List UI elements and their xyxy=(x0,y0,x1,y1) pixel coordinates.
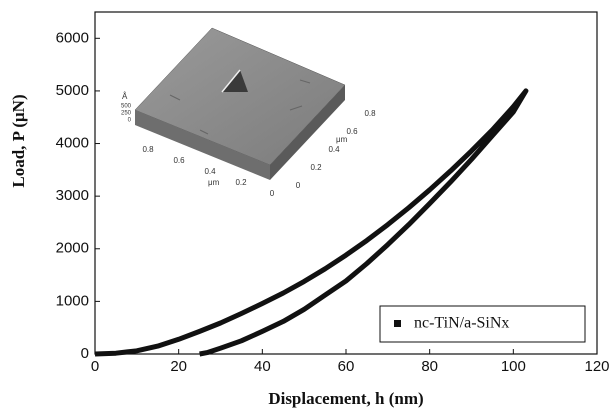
inset-tick-label: 0.4 xyxy=(328,145,340,154)
inset-tick-label: 0.4 xyxy=(204,167,216,176)
y-tick-label: 3000 xyxy=(56,187,89,204)
legend-marker xyxy=(394,320,401,327)
x-tick-label: 0 xyxy=(91,358,99,375)
inset-unit: μm xyxy=(336,135,348,144)
inset-z-unit: Å xyxy=(122,92,128,101)
y-tick-label: 4000 xyxy=(56,135,89,152)
plot-frame xyxy=(95,12,597,354)
x-tick-label: 60 xyxy=(338,358,355,375)
inset-z-tick: 0 xyxy=(128,118,132,124)
x-axis-label: Displacement, h (nm) xyxy=(268,389,423,408)
x-tick-label: 80 xyxy=(421,358,438,375)
x-tick-label: 40 xyxy=(254,358,271,375)
y-axis-label: Load, P (μN) xyxy=(9,94,28,187)
inset-tick-label: 0.6 xyxy=(346,127,358,136)
inset-tick-label: 0.8 xyxy=(142,145,154,154)
inset-tick-label: 0.2 xyxy=(235,178,247,187)
y-tick-label: 0 xyxy=(81,345,89,362)
y-tick-label: 5000 xyxy=(56,82,89,99)
inset-z-tick: 500 xyxy=(121,104,132,110)
legend-label: nc-TiN/a-SiNx xyxy=(414,315,509,332)
y-tick-label: 1000 xyxy=(56,292,89,309)
x-tick-label: 20 xyxy=(170,358,187,375)
x-tick-label: 100 xyxy=(501,358,526,375)
inset-z-tick: 250 xyxy=(121,111,132,117)
inset-unit: μm xyxy=(208,178,220,187)
y-tick-label: 2000 xyxy=(56,240,89,257)
inset-image xyxy=(135,28,345,180)
inset-tick-label: 0.6 xyxy=(173,156,185,165)
inset-tick-label: 0.2 xyxy=(310,163,322,172)
x-tick-label: 120 xyxy=(584,358,609,375)
inset-tick-label: 0 xyxy=(296,181,301,190)
chart: Load, P (μN) Displacement, h (nm) 010002… xyxy=(0,0,613,414)
inset-tick-label: 0 xyxy=(270,189,275,198)
inset-tick-label: 0.8 xyxy=(364,109,376,118)
y-tick-label: 6000 xyxy=(56,29,89,46)
